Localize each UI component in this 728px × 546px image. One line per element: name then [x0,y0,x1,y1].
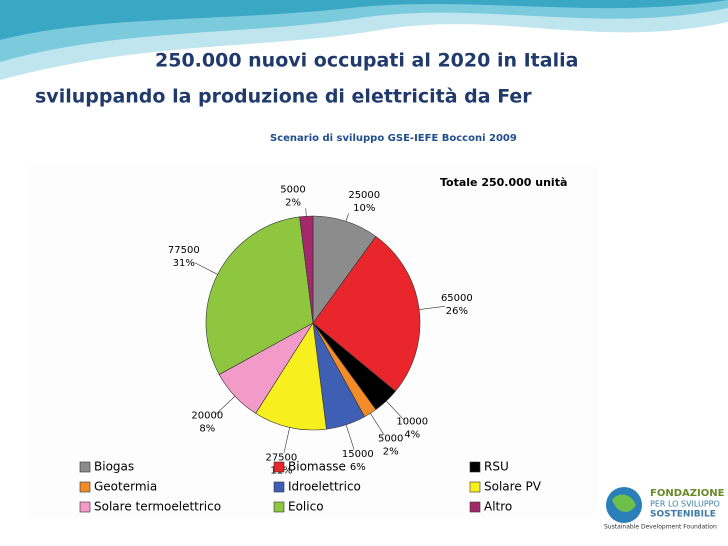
percent-label: 2% [383,446,399,457]
logo-text: PER LO SVILUPPO [650,500,720,509]
pie-slice [255,322,327,431]
legend-label: Eolico [288,500,324,514]
top-wave [0,0,728,40]
legend-label: Solare termoelettrico [94,500,221,514]
legend-swatch [79,481,91,493]
leader-line [419,306,445,310]
legend-label: Biogas [94,460,134,474]
logo-tagline: Sustainable Development Foundation [604,524,717,531]
percent-label: 4% [404,430,420,441]
leader-line [345,213,349,222]
leader-line [345,424,355,450]
title: sviluppando la produzione di elettricità… [35,86,532,108]
percent-label: 2% [285,197,301,208]
value-label: 25000 [348,190,380,201]
leader-line [215,396,236,415]
logo-text: SOSTENIBILE [650,510,716,520]
value-label: 15000 [342,449,374,460]
percent-label: 6% [350,462,366,473]
legend-swatch [273,501,285,513]
value-label: 20000 [191,410,223,421]
subtitle: Scenario di sviluppo GSE-IEFE Bocconi 20… [270,133,517,144]
pie-slice [205,216,314,375]
legend-swatch [469,501,481,513]
value-label: 77500 [168,245,200,256]
value-label: 65000 [441,293,473,304]
legend-label: Altro [484,500,512,514]
legend-swatch [469,461,481,473]
value-label: 27500 [265,453,297,464]
leader-line [370,413,385,436]
percent-label: 10% [353,203,375,214]
leader-line [305,208,307,217]
legend-label: Biomasse [288,460,346,474]
legend-swatch [79,461,91,473]
percent-label: 8% [199,423,215,434]
logo-globe [612,494,636,512]
leader-line [194,262,218,275]
value-label: 5000 [378,433,403,444]
chart-title: Totale 250.000 unità [440,176,567,189]
logo-text: FONDAZIONE [650,488,725,499]
legend-label: RSU [484,460,509,474]
value-label: 5000 [280,184,305,195]
legend-label: Idroelettrico [288,480,361,494]
legend-label: Solare PV [484,480,542,494]
title: 250.000 nuovi occupati al 2020 in Italia [155,50,578,72]
leader-line [283,427,290,453]
legend-swatch [469,481,481,493]
leader-line [386,400,405,421]
pie-slice [312,236,421,392]
value-label: 10000 [396,417,428,428]
legend-label: Geotermia [94,480,157,494]
legend-swatch [273,481,285,493]
legend-swatch [79,501,91,513]
legend-swatch [273,461,285,473]
percent-label: 31% [173,258,195,269]
percent-label: 26% [446,306,468,317]
pie-slice [299,215,314,324]
